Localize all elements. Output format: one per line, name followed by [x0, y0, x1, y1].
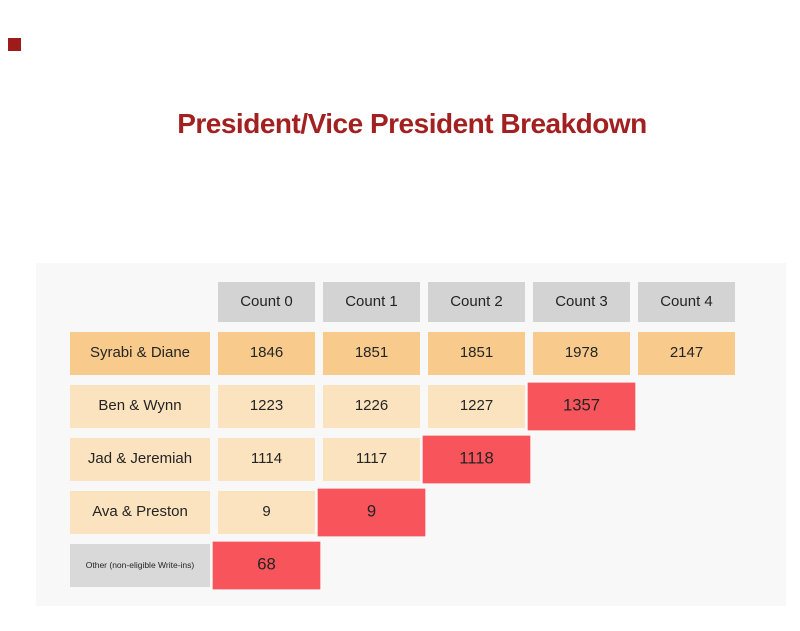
results-panel: Count 0 Count 1 Count 2 Count 3 Count 4 Syrab…	[36, 263, 786, 606]
row-label: Ava & Preston	[70, 491, 210, 534]
value-cell: 2147	[638, 332, 735, 375]
empty-cell	[428, 491, 525, 534]
value-cell-eliminated: 68	[212, 541, 321, 590]
header-cell-count-4: Count 4	[638, 282, 735, 322]
empty-cell	[638, 385, 735, 428]
value-cell: 1227	[428, 385, 525, 428]
results-table: Count 0 Count 1 Count 2 Count 3 Count 4 Syrab…	[36, 263, 786, 590]
value-cell-eliminated: 1118	[422, 435, 531, 484]
value-cell: 1851	[428, 332, 525, 375]
header-cell-count-2: Count 2	[428, 282, 525, 322]
value-cell-eliminated: 9	[317, 488, 426, 537]
value-cell: 9	[218, 491, 315, 534]
value-cell: 1117	[323, 438, 420, 481]
row-label: Ben & Wynn	[70, 385, 210, 428]
empty-cell	[533, 491, 630, 534]
empty-cell	[638, 438, 735, 481]
value-cell: 1851	[323, 332, 420, 375]
value-cell: 1846	[218, 332, 315, 375]
value-cell: 1223	[218, 385, 315, 428]
value-cell: 1114	[218, 438, 315, 481]
header-cell-count-1: Count 1	[323, 282, 420, 322]
empty-cell	[638, 544, 735, 587]
value-cell: 1978	[533, 332, 630, 375]
red-square-decoration	[8, 38, 21, 51]
empty-cell	[533, 438, 630, 481]
empty-cell	[638, 491, 735, 534]
page-title: President/Vice President Breakdown	[177, 108, 647, 139]
header-cell-count-3: Count 3	[533, 282, 630, 322]
value-cell-eliminated: 1357	[527, 382, 636, 431]
row-label: Syrabi & Diane	[70, 332, 210, 375]
row-label: Jad & Jeremiah	[70, 438, 210, 481]
empty-cell	[323, 544, 420, 587]
corner-spacer	[70, 282, 210, 322]
empty-cell	[533, 544, 630, 587]
value-cell: 1226	[323, 385, 420, 428]
row-label: Other (non-eligible Write-ins)	[70, 544, 210, 587]
header-cell-count-0: Count 0	[218, 282, 315, 322]
empty-cell	[428, 544, 525, 587]
